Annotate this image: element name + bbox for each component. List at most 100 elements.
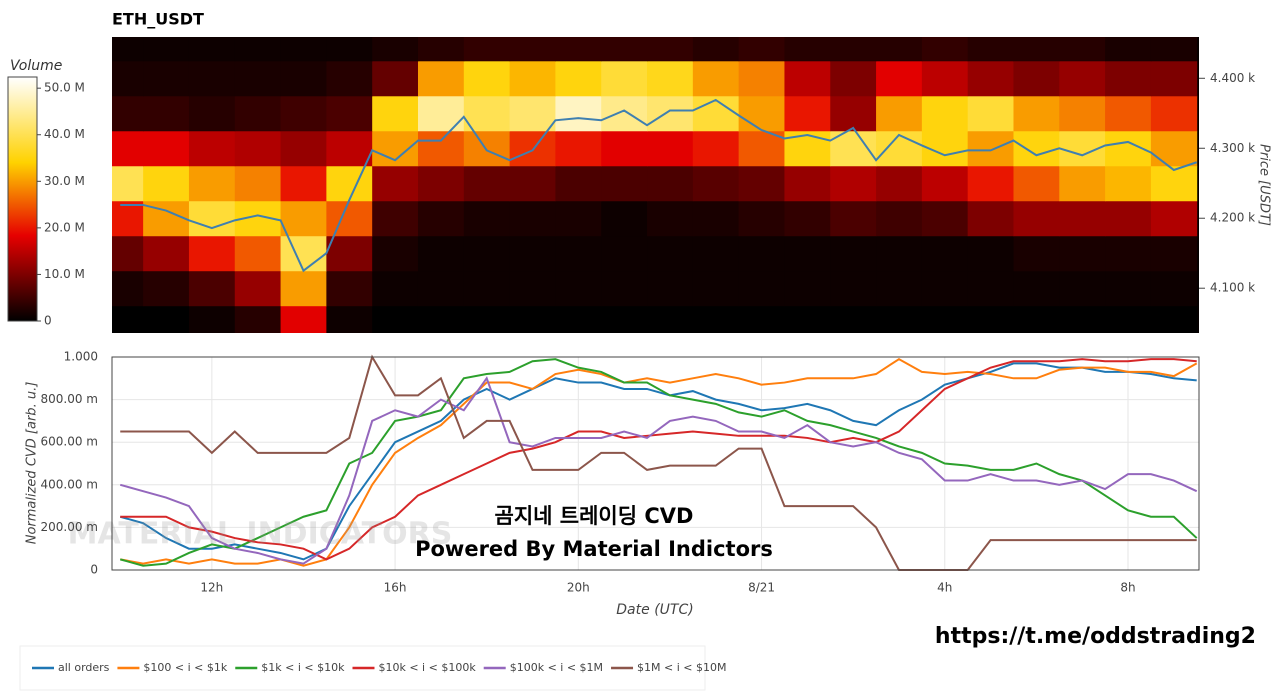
heatmap-cell — [509, 200, 556, 237]
y-tick-label: 4.200 k — [1210, 211, 1255, 225]
heatmap-cell — [876, 200, 923, 237]
heatmap-cell — [188, 305, 236, 333]
heatmap-cell — [692, 235, 740, 272]
heatmap-cell — [921, 95, 969, 132]
heatmap-cell — [326, 165, 373, 202]
heatmap-cell — [601, 165, 648, 202]
heatmap-cell — [1059, 95, 1106, 132]
heatmap-cell — [1150, 95, 1198, 132]
heatmap-cell — [326, 37, 373, 62]
heatmap-cell — [1150, 165, 1198, 202]
heatmap-cell — [830, 165, 877, 202]
heatmap-cell — [967, 130, 1014, 167]
annotation: Powered By Material Indictors — [415, 537, 773, 561]
heatmap-cell — [463, 37, 511, 62]
y-tick-label: 400.00 m — [41, 477, 99, 491]
colorbar-tick-label: 30.0 M — [44, 174, 85, 188]
heatmap-cell — [143, 60, 190, 97]
heatmap-cell — [463, 130, 511, 167]
heatmap-cell — [326, 130, 373, 167]
heatmap-cell — [188, 270, 236, 307]
cvd-line — [120, 358, 1197, 561]
legend-label: $1k < i < $10k — [261, 661, 345, 674]
cvd-line — [120, 357, 1198, 567]
heatmap-cell — [555, 95, 602, 132]
cvd-line — [119, 362, 1197, 561]
heatmap-cell — [234, 60, 282, 97]
heatmap-cell — [1059, 165, 1106, 202]
heatmap-cell — [112, 305, 144, 333]
heatmap-cell — [555, 37, 602, 62]
heatmap-cell — [876, 270, 923, 307]
heatmap-cell — [830, 305, 877, 333]
heatmap-cell — [921, 165, 969, 202]
heatmap-cell — [463, 60, 511, 97]
heatmap-cell — [1013, 200, 1060, 237]
heatmap-cell — [143, 130, 190, 167]
heatmap-cell — [692, 95, 740, 132]
heatmap-cell — [784, 95, 831, 132]
heatmap-cell — [738, 200, 785, 237]
heatmap-cell — [784, 235, 831, 272]
heatmap-cell — [234, 130, 282, 167]
heatmap-area — [112, 37, 1198, 333]
heatmap-cell — [280, 270, 327, 307]
x-tick-label: 12h — [200, 581, 223, 595]
heatmap-cell — [967, 37, 1014, 62]
heatmap-cell — [372, 37, 419, 62]
heatmap-cell — [1150, 37, 1198, 62]
heatmap-cell — [280, 37, 327, 62]
heatmap-cell — [1013, 235, 1060, 272]
heatmap-cell — [1059, 235, 1106, 272]
heatmap-cell — [372, 270, 419, 307]
heatmap-cell — [555, 60, 602, 97]
heatmap-cell — [188, 200, 236, 237]
heatmap-cell — [921, 235, 969, 272]
colorbar-tick-label: 10.0 M — [44, 267, 85, 281]
plot-frame — [111, 356, 1200, 571]
heatmap-cell — [830, 37, 877, 62]
heatmap-cell — [784, 270, 831, 307]
heatmap-cell — [830, 235, 877, 272]
heatmap-cell — [738, 60, 785, 97]
heatmap-cell — [784, 200, 831, 237]
legend-label: $100k < i < $1M — [510, 661, 603, 674]
y-tick-label: 200.00 m — [41, 520, 99, 534]
x-tick-label: 8h — [1120, 581, 1135, 595]
heatmap-cell — [1105, 95, 1152, 132]
heatmap-cell — [112, 60, 144, 97]
heatmap-cell — [143, 270, 190, 307]
heatmap-cell — [1105, 305, 1152, 333]
annotation: 곰지네 트레이딩 CVD — [495, 504, 694, 528]
heatmap-cell — [280, 60, 327, 97]
heatmap-cell — [967, 200, 1014, 237]
heatmap-cell — [280, 200, 327, 237]
heatmap-cell — [234, 95, 282, 132]
x-tick-label: 16h — [384, 581, 407, 595]
heatmap-cell — [555, 165, 602, 202]
colorbar — [7, 76, 38, 322]
y-tick-label: 1.000 — [64, 350, 98, 364]
heatmap-cell — [188, 37, 236, 62]
heatmap-cell — [692, 37, 740, 62]
heatmap-cell — [876, 60, 923, 97]
heatmap-cell — [1150, 200, 1198, 237]
heatmap-cell — [876, 95, 923, 132]
heatmap-cell — [509, 95, 556, 132]
heatmap-cell — [1013, 37, 1060, 62]
heatmap-cell — [463, 270, 511, 307]
heatmap-cell — [463, 95, 511, 132]
heatmap-cell — [738, 235, 785, 272]
heatmap-cell — [967, 95, 1014, 132]
heatmap-cell — [1150, 305, 1198, 333]
price-line — [120, 98, 1198, 273]
heatmap-cell — [417, 235, 465, 272]
legend-label: $10k < i < $100k — [378, 661, 476, 674]
heatmap-cell — [1150, 60, 1198, 97]
heatmap-cell — [647, 165, 694, 202]
heatmap-cell — [784, 37, 831, 62]
heatmap-cell — [1059, 37, 1106, 62]
heatmap-cell — [143, 305, 190, 333]
heatmap-cell — [647, 270, 694, 307]
heatmap-cell — [830, 60, 877, 97]
